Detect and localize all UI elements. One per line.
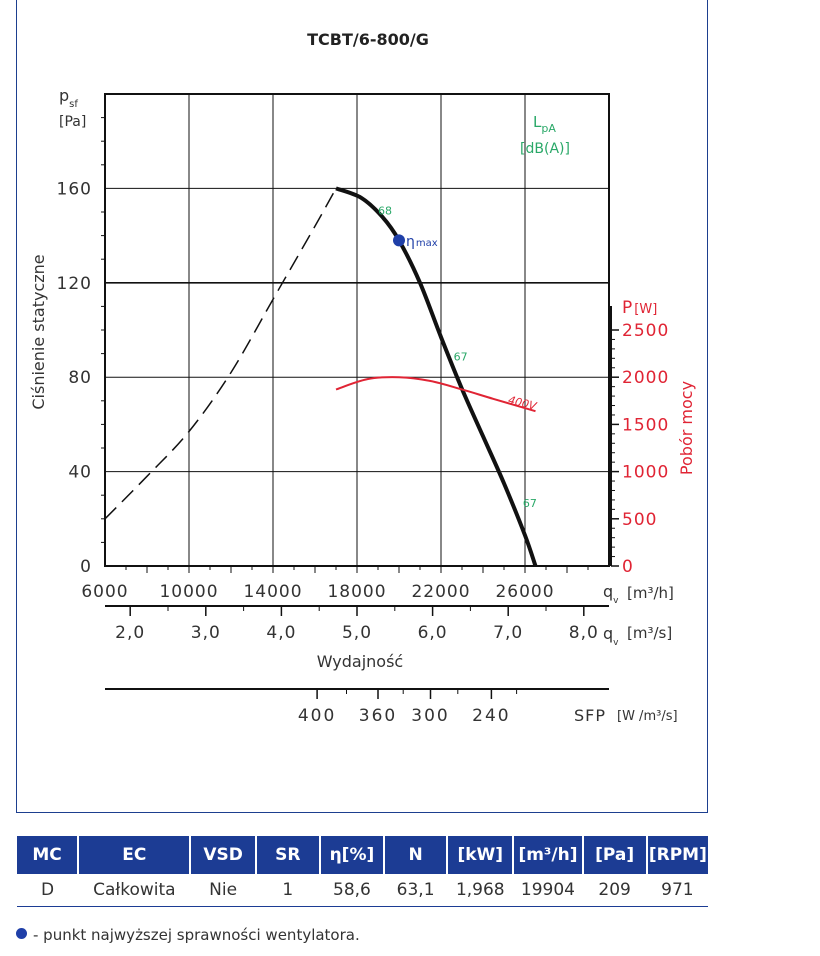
eta-point-icon [16, 928, 27, 939]
col-header: [Pa] [582, 836, 648, 874]
table-cell: 1,968 [447, 874, 514, 907]
x-tick-labels-m3h: 6000 10000 14000 18000 22000 26000 [81, 582, 554, 602]
spec-table: MC EC VSD SR η[%] N [kW] [m³/h] [Pa] [RP… [17, 836, 708, 907]
y-axis-symbol-sub: sf [69, 99, 78, 110]
x-axis-symbol-1-sub: v [613, 596, 619, 606]
curves: 400V [104, 186, 539, 567]
table-cell: Całkowita [78, 874, 191, 907]
eta-sub: max [416, 238, 438, 249]
grid-lines [101, 94, 609, 573]
noise-label: 67 [454, 351, 468, 364]
y-axis-symbol: psf [59, 86, 78, 110]
table-cell: 1 [255, 874, 320, 907]
legend-note-text: - punkt najwyższej sprawności wentylator… [33, 926, 360, 944]
table-cell: D [17, 874, 79, 907]
table-cell: 58,6 [319, 874, 385, 907]
x-tick-label: 8,0 [569, 623, 599, 643]
legend-note: - punkt najwyższej sprawności wentylator… [16, 926, 360, 944]
spec-table-header: MC EC VSD SR η[%] N [kW] [m³/h] [Pa] [RP… [17, 836, 708, 874]
x-tick-label: 18000 [327, 582, 386, 602]
y-tick-label: 160 [57, 179, 92, 199]
y-axis-unit: [Pa] [59, 114, 86, 130]
table-cell: Nie [190, 874, 256, 907]
power-axis-label: Pobór mocy [677, 381, 696, 475]
stall-curve [104, 188, 337, 520]
power-curve-label: 400V [507, 393, 539, 413]
x-tick-label: 14000 [243, 582, 302, 602]
x-tick-label: 3,0 [191, 623, 221, 643]
x-axis-unit-m3s: [m³/s] [627, 624, 672, 642]
sfp-tick-label: 400 [298, 706, 336, 726]
col-header: VSD [190, 836, 257, 874]
x-tick-label: 5,0 [342, 623, 372, 643]
col-header: [RPM] [646, 836, 708, 874]
col-header: [kW] [447, 836, 515, 874]
y-tick-label: 80 [68, 368, 92, 388]
x-tick-label: 6,0 [418, 623, 448, 643]
power-curve [335, 376, 536, 413]
sfp-tick-label: 300 [411, 706, 449, 726]
chart-title: TCBT/6-800/G [307, 30, 429, 49]
lpa-label: LpA [533, 113, 556, 135]
power-axis-symbol: P [W] [622, 298, 657, 318]
x-tick-label: 2,0 [115, 623, 145, 643]
fan-curve [335, 186, 538, 567]
y-tick-label: 120 [57, 274, 92, 294]
x-tick-labels-m3s: 2,0 3,0 4,0 5,0 6,0 7,0 8,0 [115, 606, 599, 643]
lpa-label-sub: pA [541, 122, 556, 135]
power-tick-label: 2000 [622, 368, 669, 388]
svg-text:ηmax: ηmax [406, 234, 438, 250]
x-tick-label: 6000 [81, 582, 128, 602]
table-cell: 971 [646, 874, 708, 907]
sfp-tick-label: 240 [472, 706, 510, 726]
y-tick-label: 40 [68, 463, 92, 483]
x-tick-label: 26000 [495, 582, 554, 602]
eta-symbol: η [406, 234, 415, 250]
chart-frame [16, 0, 708, 813]
x-axis-symbol-1: qv [603, 582, 619, 606]
noise-labels: 68 67 67 [378, 204, 537, 510]
lpa-unit: [dB(A)] [520, 141, 570, 157]
x-axis-unit-m3h: [m³/h] [627, 584, 674, 602]
col-header: EC [78, 836, 192, 874]
col-header: N [384, 836, 449, 874]
table-cell: 209 [582, 874, 647, 907]
col-header: η[%] [319, 836, 386, 874]
sfp-tick-label: 360 [359, 706, 397, 726]
power-axis: 2500 2000 1500 1000 500 0 [610, 306, 669, 577]
x-axis-symbol-2: qv [603, 624, 619, 648]
eta-max-point [393, 234, 405, 247]
table-cell: 63,1 [384, 874, 448, 907]
x-tick-label: 22000 [411, 582, 470, 602]
x-tick-label: 10000 [159, 582, 218, 602]
noise-label: 67 [523, 497, 537, 510]
table-row: D Całkowita Nie 1 58,6 63,1 1,968 19904 … [17, 874, 708, 907]
sfp-tick-labels: 400 360 300 240 [298, 689, 518, 726]
eta-max-label: ηmax [406, 234, 438, 250]
power-tick-label: 500 [622, 510, 657, 530]
y-tick-labels: 160 120 80 40 0 [57, 179, 92, 577]
power-tick-label: 0 [622, 557, 634, 577]
noise-label: 68 [378, 204, 392, 217]
power-tick-label: 2500 [622, 321, 669, 341]
power-tick-label: 1000 [622, 463, 669, 483]
col-header: MC [17, 836, 80, 874]
col-header: SR [255, 836, 321, 874]
power-axis-unit: [W] [634, 302, 657, 317]
power-tick-label: 1500 [622, 415, 669, 435]
x-axis-label: Wydajność [317, 652, 403, 671]
x-axis-symbol-2-sub: v [613, 638, 619, 648]
x-tick-label: 4,0 [266, 623, 296, 643]
col-header: [m³/h] [513, 836, 584, 874]
y-tick-label: 0 [80, 557, 92, 577]
sfp-unit: [W /m³/s] [617, 709, 678, 724]
y-axis-label: Ciśnienie statyczne [29, 254, 48, 409]
x-tick-label: 7,0 [493, 623, 523, 643]
sfp-label: SFP [574, 706, 606, 725]
fan-curve-chart: TCBT/6-800/G psf [Pa] Ciśnienie statyczn… [29, 30, 696, 726]
table-cell: 19904 [513, 874, 583, 907]
